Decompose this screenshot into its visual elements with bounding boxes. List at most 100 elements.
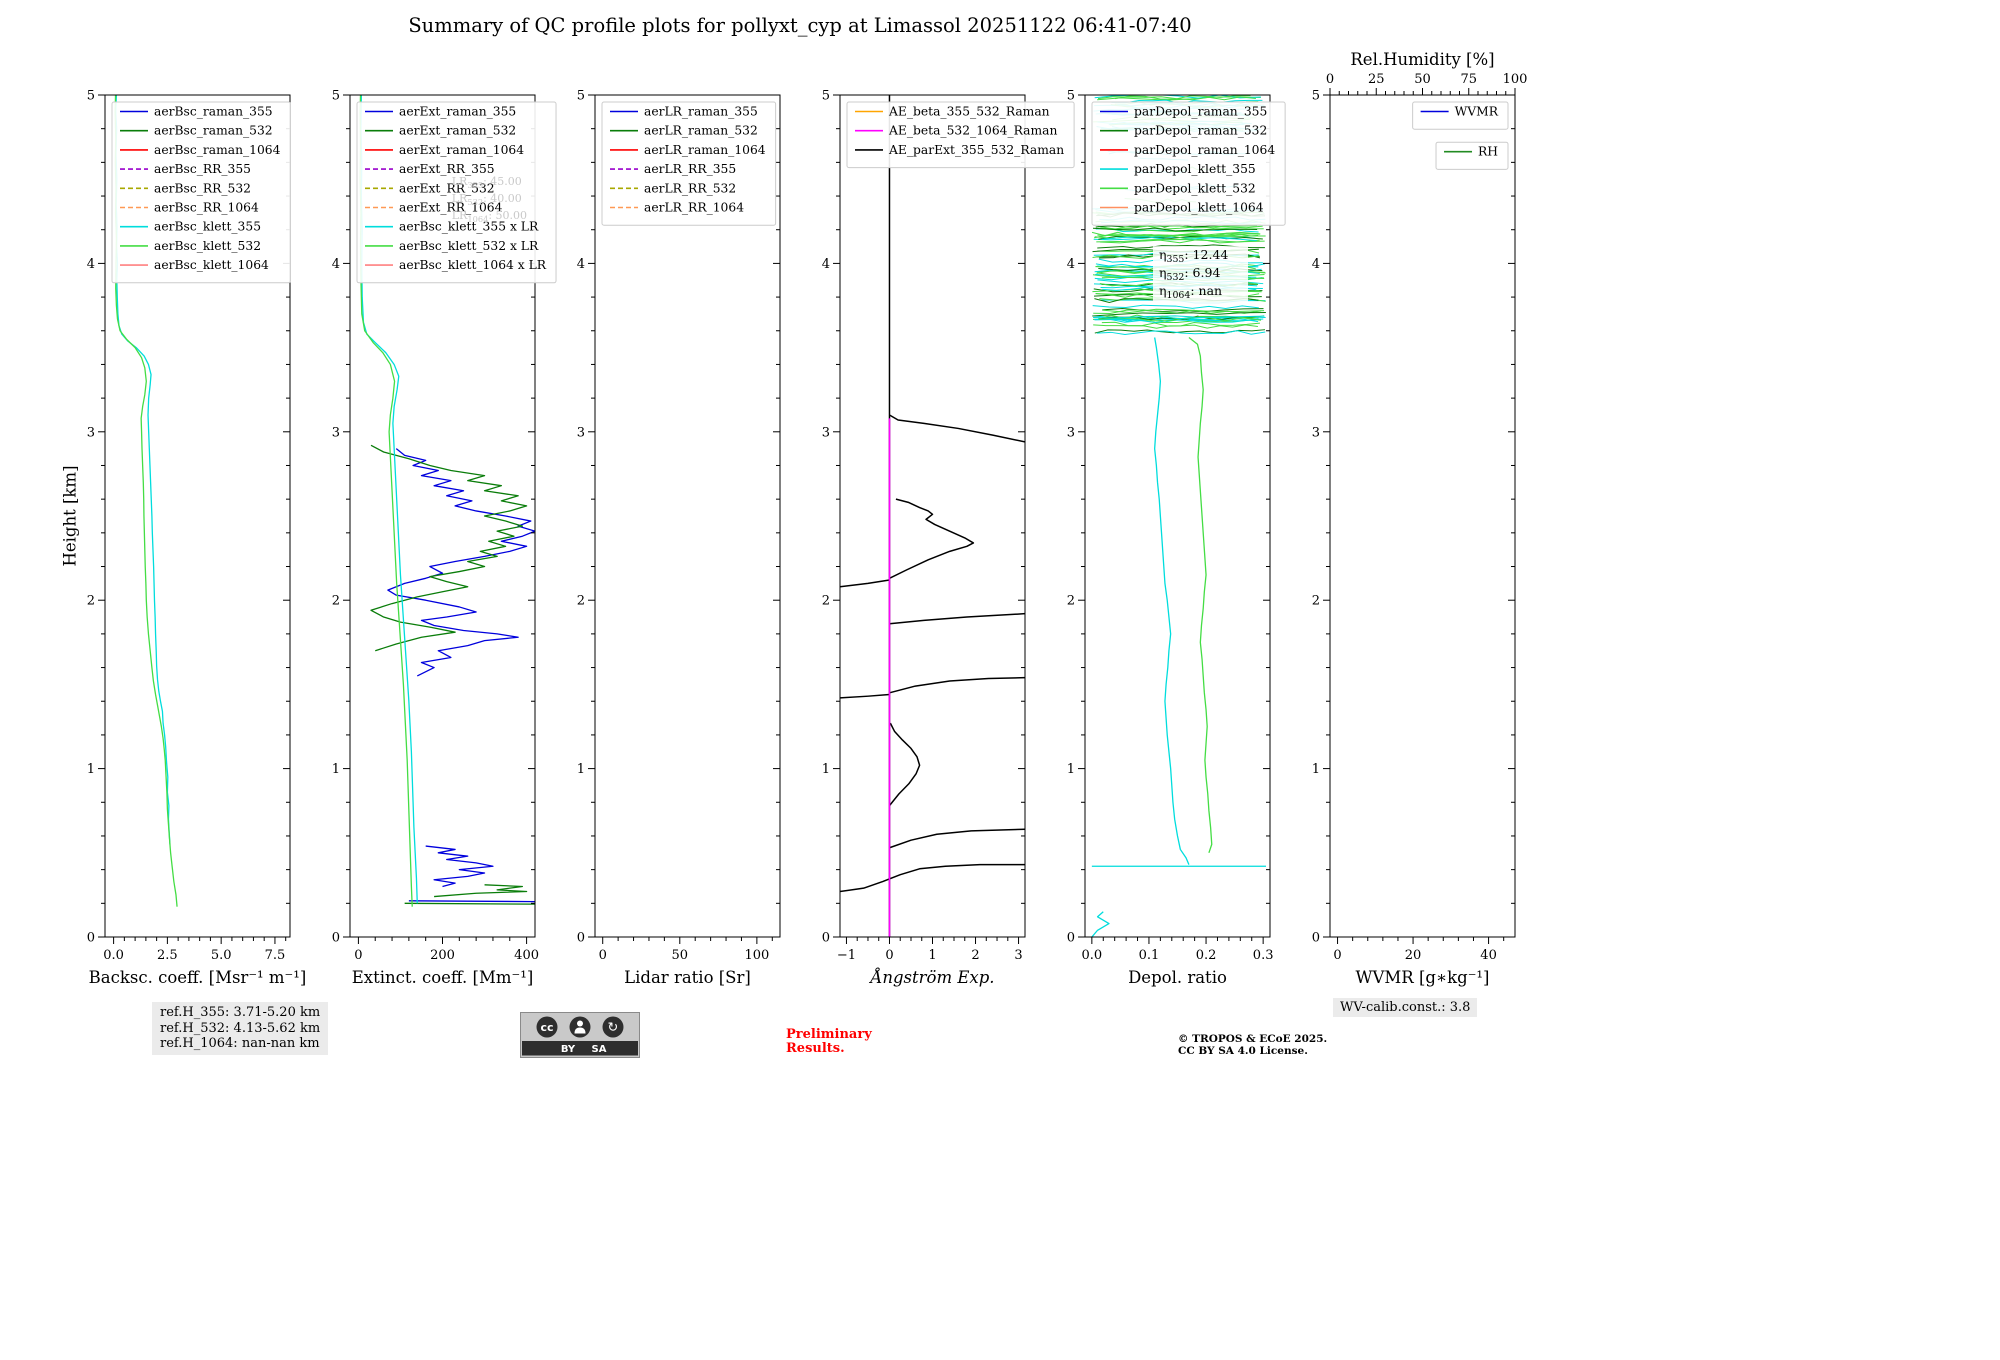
y-tick-label: 5 bbox=[577, 89, 585, 104]
svg-text:↻: ↻ bbox=[608, 1021, 619, 1036]
legend-label: AE_beta_532_1064_Raman bbox=[888, 124, 1058, 138]
y-tick-label: 0 bbox=[822, 931, 830, 946]
x-tick-label: 2 bbox=[971, 948, 979, 963]
legend: RH bbox=[1435, 141, 1509, 170]
by-person-icon bbox=[569, 1016, 591, 1038]
copyright-line-1: © TROPOS & ECoE 2025. bbox=[1178, 1033, 1328, 1045]
y-tick-label: 1 bbox=[1312, 762, 1320, 777]
x-tick-label: 0.0 bbox=[1082, 948, 1103, 963]
y-tick-label: 3 bbox=[87, 425, 95, 440]
series-AE_parExt_355_532_Raman bbox=[840, 693, 890, 699]
y-tick-label: 5 bbox=[332, 89, 340, 104]
annotation-bg bbox=[1153, 246, 1248, 305]
panel-depol: 0 1 2 3 4 5 0.0 0.1 0.2 0.3 Depol. ratio parDepol_r… bbox=[1067, 89, 1286, 987]
top-tick-label: 0 bbox=[1326, 72, 1334, 87]
y-tick-label: 4 bbox=[822, 257, 830, 272]
legend-label: parDepol_klett_355 bbox=[1134, 162, 1256, 176]
y-tick-label: 0 bbox=[1312, 931, 1320, 946]
legend-label: RH bbox=[1478, 145, 1498, 159]
series-aerExt_raman_532 bbox=[404, 902, 535, 905]
noise-line bbox=[1099, 238, 1260, 244]
y-tick-label: 4 bbox=[332, 257, 340, 272]
legend-label: AE_parExt_355_532_Raman bbox=[888, 143, 1064, 157]
legend: aerExt_raman_355 aerExt_raman_532 aerExt_r… bbox=[356, 101, 557, 284]
annotation-text: LR1064: 50.00 bbox=[452, 209, 527, 224]
ref-height-box: ref.H_355: 3.71-5.20 km ref.H_532: 4.13-… bbox=[152, 1002, 329, 1055]
legend-label: parDepol_raman_355 bbox=[1134, 105, 1267, 119]
legend: AE_beta_355_532_Raman AE_beta_532_1064_Ra… bbox=[846, 101, 1075, 169]
ref-h-1064: ref.H_1064: nan-nan km bbox=[160, 1036, 320, 1051]
y-tick-label: 2 bbox=[822, 594, 830, 609]
y-tick-label: 1 bbox=[87, 762, 95, 777]
panel-angstroem: 0 1 2 3 4 5 −1 0 1 2 3 Ångström Exp. AE_beta_355_532… bbox=[822, 89, 1075, 987]
legend-label: AE_beta_355_532_Raman bbox=[888, 105, 1050, 119]
y-tick-label: 4 bbox=[577, 257, 585, 272]
noise-line bbox=[1097, 225, 1263, 230]
legend-label: aerBsc_klett_532 bbox=[154, 239, 261, 253]
series-aerExt_raman_532 bbox=[434, 884, 528, 898]
series-aerExt_raman_355 bbox=[387, 448, 535, 677]
preliminary-note: Preliminary Results. bbox=[786, 1028, 872, 1056]
legend-label: aerBsc_raman_1064 bbox=[154, 143, 281, 157]
legend-label: aerBsc_raman_532 bbox=[154, 124, 273, 138]
top-xlabel: Rel.Humidity [%] bbox=[1350, 50, 1494, 69]
top-tick-label: 100 bbox=[1503, 72, 1528, 87]
y-tick-label: 1 bbox=[577, 762, 585, 777]
copyright-note: © TROPOS & ECoE 2025. CC BY SA 4.0 Licen… bbox=[1178, 1033, 1327, 1057]
top-tick-label: 75 bbox=[1460, 72, 1477, 87]
series-AE_parExt_355_532_Raman bbox=[889, 612, 1025, 625]
cc-circle-icon bbox=[536, 1016, 558, 1038]
xlabel-extinction: Extinct. coeff. [Mm⁻¹] bbox=[352, 968, 534, 987]
x-tick-label: 0 bbox=[599, 948, 607, 963]
legend-label: aerExt_RR_355 bbox=[399, 162, 495, 176]
y-tick-label: 3 bbox=[1067, 425, 1075, 440]
noise-line bbox=[1114, 95, 1251, 100]
annotation-text: LR355: 45.00 bbox=[452, 175, 522, 190]
noise-line bbox=[1096, 330, 1266, 336]
y-tick-label: 1 bbox=[1067, 762, 1075, 777]
x-tick-label: −1 bbox=[837, 948, 856, 963]
y-tick-label: 2 bbox=[577, 594, 585, 609]
ref-h-355: ref.H_355: 3.71-5.20 km bbox=[160, 1005, 321, 1020]
series-AE_parExt_355_532_Raman bbox=[889, 676, 1025, 694]
series-parDepol_klett_532 bbox=[1188, 336, 1213, 854]
x-tick-label: 0 bbox=[885, 948, 893, 963]
figure-title: Summary of QC profile plots for pollyxt_… bbox=[408, 14, 1192, 37]
legend: aerLR_raman_355 aerLR_raman_532 aerLR_rama… bbox=[601, 101, 777, 226]
copyright-line-2: CC BY SA 4.0 License. bbox=[1178, 1045, 1308, 1057]
x-tick-label: 0.2 bbox=[1196, 948, 1217, 963]
axes-frame bbox=[1084, 94, 1271, 938]
legend-label: aerBsc_klett_532 x LR bbox=[399, 239, 539, 253]
noise-line bbox=[1092, 312, 1266, 317]
noise-line bbox=[1092, 304, 1259, 309]
x-tick-label: 50 bbox=[672, 948, 689, 963]
legend-label: aerBsc_raman_355 bbox=[154, 105, 273, 119]
top-tick-label: 50 bbox=[1414, 72, 1431, 87]
legend-label: aerBsc_RR_532 bbox=[154, 181, 251, 195]
y-tick-label: 1 bbox=[822, 762, 830, 777]
cc-sa-label: SA bbox=[592, 1044, 607, 1055]
preliminary-line-2: Results. bbox=[786, 1041, 845, 1056]
annotation-text: η532: 6.94 bbox=[1159, 265, 1220, 283]
y-tick-label: 2 bbox=[1312, 594, 1320, 609]
series-aerExt_raman_355 bbox=[408, 900, 535, 903]
y-tick-label: 5 bbox=[1067, 89, 1075, 104]
series-AE_parExt_355_532_Raman bbox=[840, 863, 1025, 893]
legend-label: aerExt_raman_1064 bbox=[399, 143, 524, 157]
x-tick-label: 400 bbox=[514, 948, 539, 963]
y-tick-label: 4 bbox=[1312, 257, 1320, 272]
x-tick-label: 5.0 bbox=[211, 948, 232, 963]
top-tick-label: 25 bbox=[1368, 72, 1385, 87]
series-parDepol_klett_355 bbox=[1154, 337, 1190, 865]
annotation-text: η355: 12.44 bbox=[1159, 247, 1228, 265]
series-aerBsc_klett_532 bbox=[114, 95, 178, 907]
legend: parDepol_raman_355 parDepol_raman_532 parD… bbox=[1091, 101, 1286, 226]
series-parDepol_klett_355 bbox=[1091, 911, 1110, 937]
noise-line bbox=[1094, 318, 1264, 323]
y-tick-label: 5 bbox=[87, 89, 95, 104]
xlabel-wvmr: WVMR [g∗kg⁻¹] bbox=[1356, 968, 1490, 987]
noise-line bbox=[1093, 324, 1258, 329]
